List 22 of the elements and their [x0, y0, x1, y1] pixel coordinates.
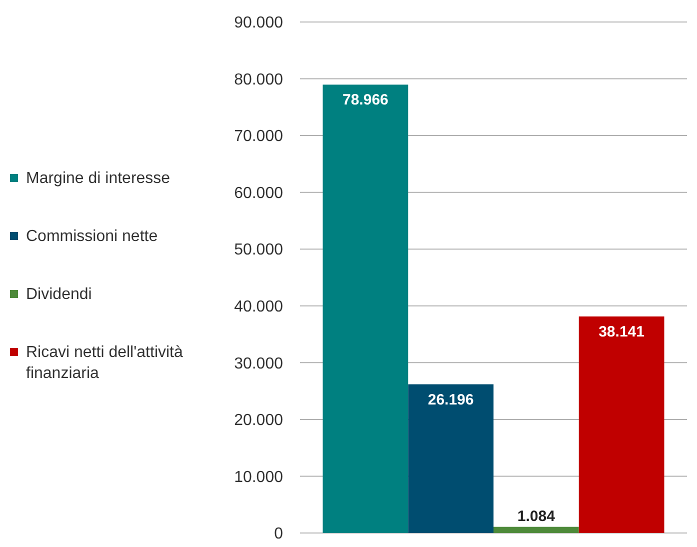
bar	[578, 316, 664, 533]
y-tick-label: 30.000	[234, 355, 284, 372]
legend-label: Margine di interesse	[26, 170, 170, 187]
bar	[408, 384, 494, 533]
bar	[322, 84, 408, 533]
data-label: 78.966	[342, 92, 388, 109]
y-tick-label: 0	[274, 526, 284, 543]
data-label: 1.084	[517, 508, 556, 525]
data-label: 38.141	[598, 323, 644, 340]
y-tick-label: 20.000	[234, 412, 284, 430]
legend-label: Commissioni nette	[26, 228, 158, 245]
y-tick-label: 90.000	[234, 14, 284, 32]
y-tick-label: 60.000	[234, 184, 284, 202]
y-tick-label: 40.000	[234, 298, 284, 316]
y-tick-label: 70.000	[234, 128, 284, 146]
legend-label: Dividendi	[26, 286, 92, 303]
y-tick-label: 80.000	[234, 71, 284, 88]
data-label: 26.196	[428, 391, 474, 408]
y-tick-label: 10.000	[234, 468, 284, 486]
legend-label: Ricavi netti dell'attività finanziaria	[26, 344, 183, 382]
y-tick-label: 50.000	[234, 242, 284, 259]
bar	[494, 526, 579, 533]
